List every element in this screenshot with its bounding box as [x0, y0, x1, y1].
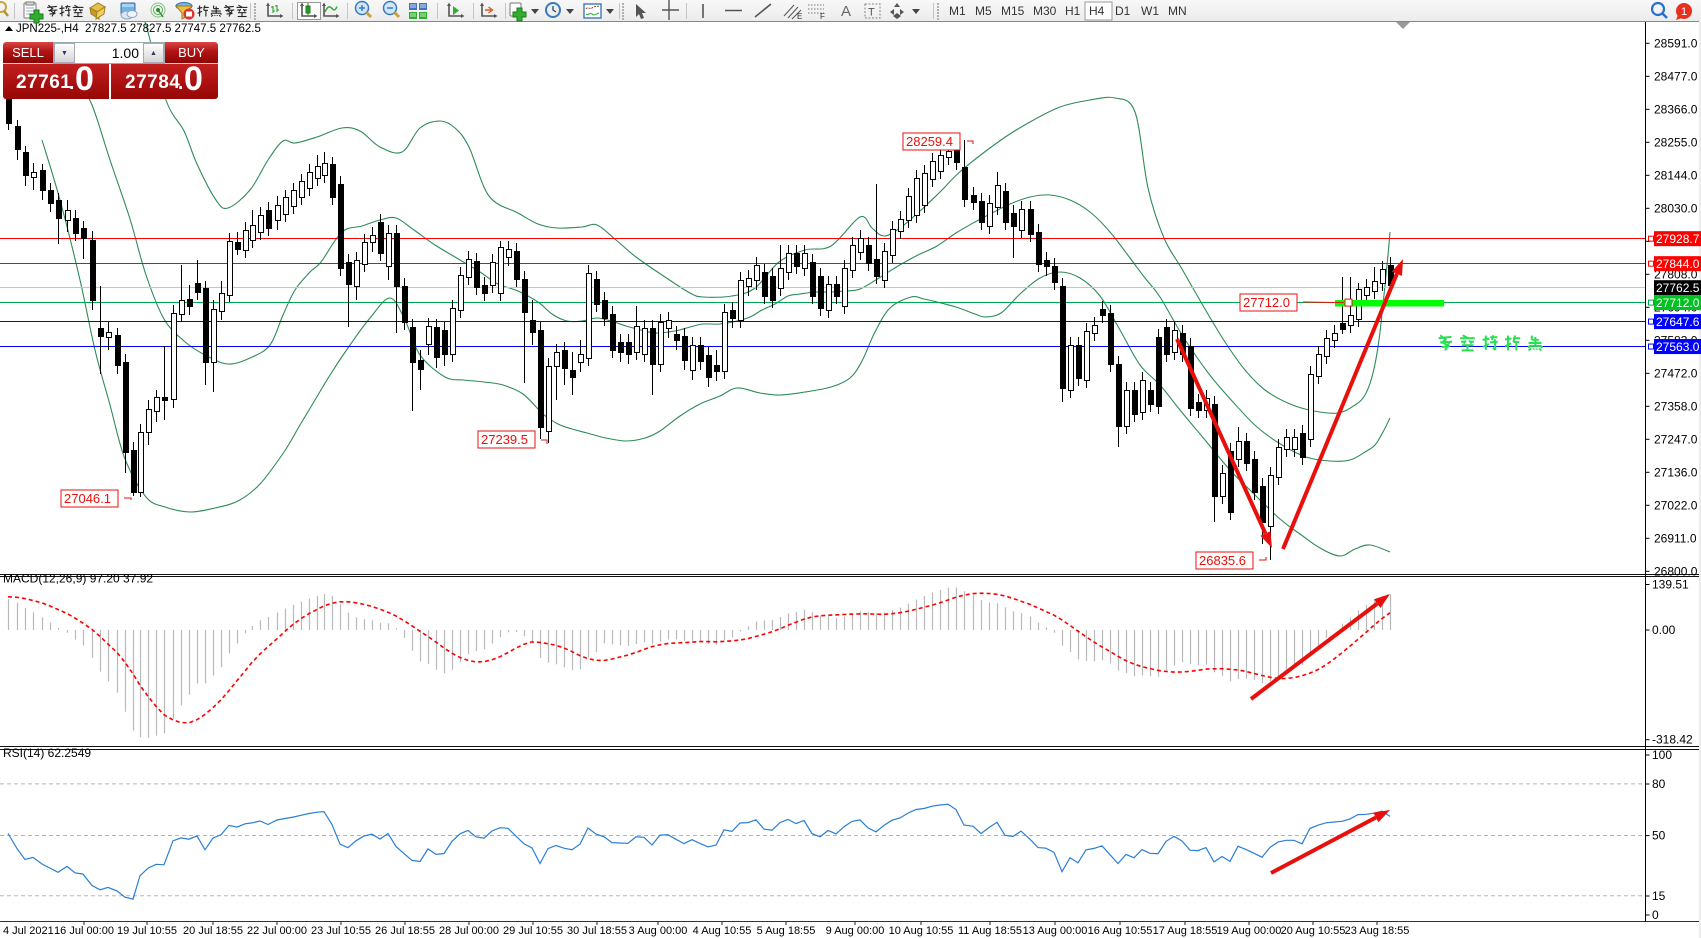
svg-text:M5: M5: [975, 4, 992, 18]
svg-text:20 Aug 10:55: 20 Aug 10:55: [1281, 925, 1346, 937]
svg-text:26835.6: 26835.6: [1199, 553, 1246, 568]
svg-text:27928.7: 27928.7: [1656, 232, 1700, 246]
svg-text:3 Aug 00:00: 3 Aug 00:00: [629, 925, 688, 937]
svg-text:19 Jul 10:55: 19 Jul 10:55: [117, 925, 177, 937]
svg-text:50: 50: [1652, 829, 1666, 843]
svg-text:27712.0: 27712.0: [1243, 295, 1290, 310]
svg-text:23 Jul 10:55: 23 Jul 10:55: [311, 925, 371, 937]
svg-text:13 Aug 00:00: 13 Aug 00:00: [1023, 925, 1088, 937]
svg-text:139.51: 139.51: [1652, 578, 1689, 592]
svg-text:4 Aug 10:55: 4 Aug 10:55: [693, 925, 752, 937]
svg-text:4 Jul 2021: 4 Jul 2021: [3, 925, 54, 937]
svg-text:80: 80: [1652, 777, 1666, 791]
svg-text:27647.6: 27647.6: [1656, 315, 1700, 329]
svg-text:26 Jul 18:55: 26 Jul 18:55: [375, 925, 435, 937]
svg-text:0: 0: [1652, 908, 1659, 922]
svg-text:F: F: [820, 12, 825, 21]
svg-text:27472.0: 27472.0: [1654, 366, 1698, 380]
svg-text:9 Aug 00:00: 9 Aug 00:00: [826, 925, 885, 937]
svg-text:RSI(14) 62.2549: RSI(14) 62.2549: [3, 746, 91, 760]
svg-text:20 Jul 18:55: 20 Jul 18:55: [183, 925, 243, 937]
svg-text:27762.5: 27762.5: [1656, 281, 1700, 295]
svg-text:MN: MN: [1168, 4, 1187, 18]
svg-text:28030.0: 28030.0: [1654, 201, 1698, 215]
svg-text:0.00: 0.00: [1652, 623, 1676, 637]
svg-text:28591.0: 28591.0: [1654, 36, 1698, 50]
svg-text:23 Aug 18:55: 23 Aug 18:55: [1345, 925, 1410, 937]
svg-text:19 Aug 00:00: 19 Aug 00:00: [1217, 925, 1282, 937]
svg-text:5 Aug 18:55: 5 Aug 18:55: [757, 925, 816, 937]
svg-text:28477.0: 28477.0: [1654, 69, 1698, 83]
svg-text:27136.0: 27136.0: [1654, 465, 1698, 479]
svg-text:1: 1: [1681, 6, 1687, 18]
svg-text:D1: D1: [1115, 4, 1131, 18]
svg-text:H1: H1: [1065, 4, 1081, 18]
svg-text:10 Aug 10:55: 10 Aug 10:55: [889, 925, 954, 937]
svg-text:27022.0: 27022.0: [1654, 498, 1698, 512]
svg-text:M15: M15: [1001, 4, 1025, 18]
svg-text:28 Jul 00:00: 28 Jul 00:00: [439, 925, 499, 937]
svg-text:27358.0: 27358.0: [1654, 399, 1698, 413]
svg-text:17 Aug 18:55: 17 Aug 18:55: [1153, 925, 1218, 937]
svg-text:15: 15: [1652, 889, 1666, 903]
svg-text:E: E: [797, 12, 802, 21]
svg-text:27563.0: 27563.0: [1656, 340, 1700, 354]
svg-text:11 Aug 18:55: 11 Aug 18:55: [958, 925, 1022, 937]
svg-text:27239.5: 27239.5: [481, 432, 528, 447]
svg-text:16 Jul 00:00: 16 Jul 00:00: [54, 925, 114, 937]
svg-text:A: A: [841, 3, 851, 20]
svg-text:M30: M30: [1033, 4, 1057, 18]
svg-text:27046.1: 27046.1: [64, 491, 111, 506]
svg-text:100: 100: [1652, 748, 1672, 762]
svg-text:27712.0: 27712.0: [1656, 296, 1700, 310]
svg-text:30 Jul 18:55: 30 Jul 18:55: [567, 925, 627, 937]
svg-text:16 Aug 10:55: 16 Aug 10:55: [1088, 925, 1153, 937]
svg-text:-318.42: -318.42: [1652, 733, 1693, 747]
svg-text:28255.0: 28255.0: [1654, 135, 1698, 149]
svg-text:28259.4: 28259.4: [906, 134, 953, 149]
svg-text:22 Jul 00:00: 22 Jul 00:00: [247, 925, 307, 937]
svg-text:26800.0: 26800.0: [1654, 564, 1698, 578]
svg-text:27844.0: 27844.0: [1656, 257, 1700, 271]
svg-text:JPN225-,H4 27827.5 27827.5 27: JPN225-,H4 27827.5 27827.5 27747.5 27762…: [16, 23, 261, 35]
svg-text:T: T: [868, 7, 875, 19]
svg-text:M1: M1: [949, 4, 966, 18]
svg-text:27247.0: 27247.0: [1654, 432, 1698, 446]
svg-text:28366.0: 28366.0: [1654, 102, 1698, 116]
svg-text:28144.0: 28144.0: [1654, 168, 1698, 182]
svg-text:MACD(12,26,9) 97.20 37.92: MACD(12,26,9) 97.20 37.92: [3, 572, 153, 586]
svg-text:29 Jul 10:55: 29 Jul 10:55: [503, 925, 563, 937]
svg-text:W1: W1: [1141, 4, 1159, 18]
svg-text:26911.0: 26911.0: [1654, 531, 1697, 545]
svg-text:H4: H4: [1089, 4, 1105, 18]
